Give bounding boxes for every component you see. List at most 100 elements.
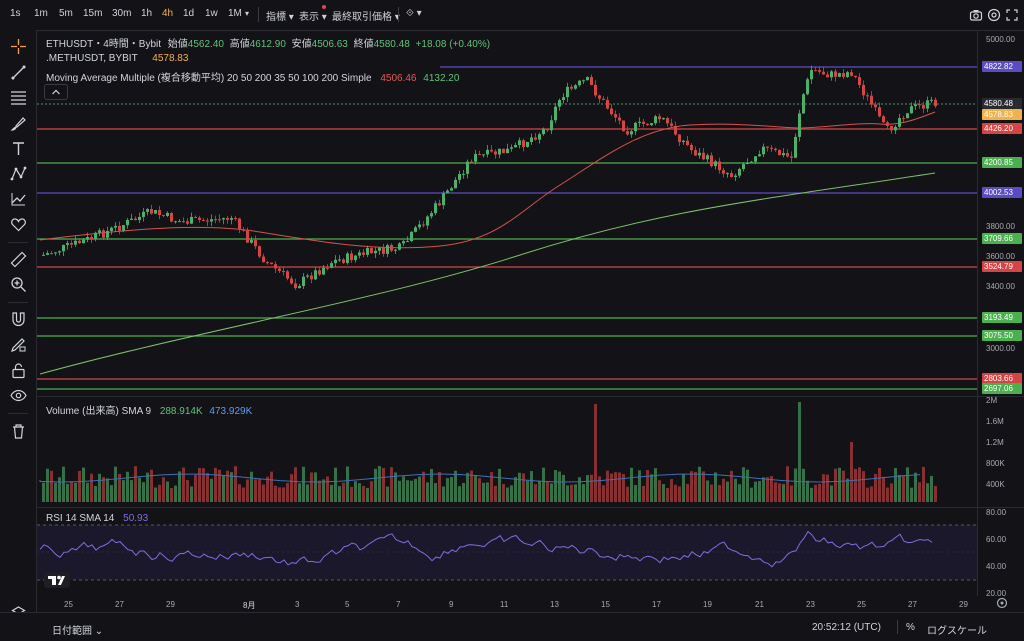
interval-dropdown-icon[interactable]: ▾ [245,9,250,18]
volume-bar [522,473,525,502]
rsi-label[interactable]: RSI 14 SMA 14 [46,513,115,524]
volume-bar [174,485,177,502]
trash-icon[interactable] [10,423,27,440]
pane-divider[interactable] [37,396,1024,397]
time-axis-label: 15 [601,600,610,609]
volume-bar [154,487,157,502]
candle-body [770,147,773,149]
interval-1s[interactable]: 1s [10,8,21,19]
volume-bar [510,485,513,502]
percent-toggle[interactable]: % [906,622,915,633]
interval-1w[interactable]: 1w [205,8,218,19]
pattern-tool-icon[interactable] [10,165,27,182]
date-range-label: 日付範囲 [52,626,92,637]
last-price-button[interactable]: 最終取引価格 ▾ [332,12,400,23]
candle-body [370,248,373,254]
volume-bar [642,485,645,502]
draw-lock-icon[interactable] [10,336,27,353]
volume-bar [86,482,89,502]
settings-gear-icon[interactable] [987,8,1001,22]
candle-body [46,253,49,255]
ma-label[interactable]: Moving Average Multiple (複合移動平均) 20 50 2… [46,73,372,84]
magnet-icon[interactable] [10,311,27,328]
candle-body [266,262,269,264]
candle-body [894,126,897,131]
pane-divider[interactable] [37,507,1024,508]
interval-15m[interactable]: 15m [83,8,103,19]
volume-bar [234,466,237,502]
camera-icon[interactable] [969,8,983,22]
fullscreen-icon[interactable] [1005,8,1019,22]
volume-label[interactable]: Volume (出来高) SMA 9 [46,406,152,417]
compare-icon[interactable]: ⟐ ▾ [406,8,422,19]
log-scale-toggle[interactable]: ログスケール [927,626,987,637]
crosshair-icon[interactable] [10,38,27,55]
clock-time[interactable]: 20:52:12 (UTC) [812,622,881,633]
candle-body [54,252,57,254]
candle-body [166,212,169,216]
trend-line-icon[interactable] [10,64,27,81]
sidebar-divider [8,413,28,414]
candle-body [110,227,113,231]
price-axis-label: 3600.00 [986,252,1015,261]
interval-5m[interactable]: 5m [59,8,73,19]
volume-bar [42,482,45,502]
candle-body [522,140,525,147]
volume-bar [622,473,625,502]
interval-4h[interactable]: 4h [162,8,174,19]
ma-value-2: 4132.20 [423,73,460,84]
rsi-axis-label: 80.00 [986,508,1007,517]
horizontal-lines-icon[interactable] [10,89,27,106]
axis-settings-icon[interactable] [995,596,1009,610]
rsi-axis-label: 20.00 [986,589,1007,598]
volume-bar [506,487,509,502]
candle-body [898,118,901,127]
volume-bar [450,477,453,502]
view-button[interactable]: 表示 ▾ [299,12,327,23]
toolbar-divider [258,7,259,22]
volume-bar [690,471,693,502]
volume-bar [346,466,349,502]
candle-body [510,147,513,149]
volume-bar [258,478,261,502]
volume-bar [606,470,609,502]
indicators-button[interactable]: 指標 ▾ [266,12,294,23]
collapse-legend-button[interactable] [44,84,68,100]
interval-1M[interactable]: 1M [228,8,242,19]
volume-bar [462,482,465,502]
interval-1d[interactable]: 1d [183,8,195,19]
date-range-button[interactable]: 日付範囲 ⌄ [52,626,104,637]
interval-30m[interactable]: 30m [112,8,132,19]
volume-bar [334,467,337,502]
symbol-label[interactable]: ETHUSDT・4時間・Bybit [46,39,162,50]
volume-bar [750,487,753,502]
interval-1h[interactable]: 1h [141,8,153,19]
candle-body [374,250,377,254]
candle-body [298,286,301,289]
candle-body [858,77,861,85]
price-axis-label: 5000.00 [986,35,1015,44]
forecast-tool-icon[interactable] [10,190,27,207]
compare-symbol[interactable]: .METHUSDT, BYBIT [46,53,138,64]
zoom-in-icon[interactable] [10,276,27,293]
volume-bar [714,472,717,502]
brush-icon[interactable] [10,115,27,132]
candle-body [778,150,781,156]
interval-1m[interactable]: 1m [34,8,48,19]
candle-body [494,151,497,155]
ruler-icon[interactable] [10,251,27,268]
text-tool-icon[interactable] [10,140,27,157]
candle-body [390,245,393,251]
candle-body [646,123,649,126]
time-axis-label: 27 [115,600,124,609]
candle-body [394,249,397,251]
price-axis-divider [977,31,978,596]
open-label: 始値 [167,39,188,50]
candle-body [550,120,553,131]
candle-body [58,251,61,253]
candle-body [170,212,173,222]
lock-icon[interactable] [10,362,27,379]
heart-icon[interactable] [10,216,27,233]
eye-icon[interactable] [10,387,27,404]
